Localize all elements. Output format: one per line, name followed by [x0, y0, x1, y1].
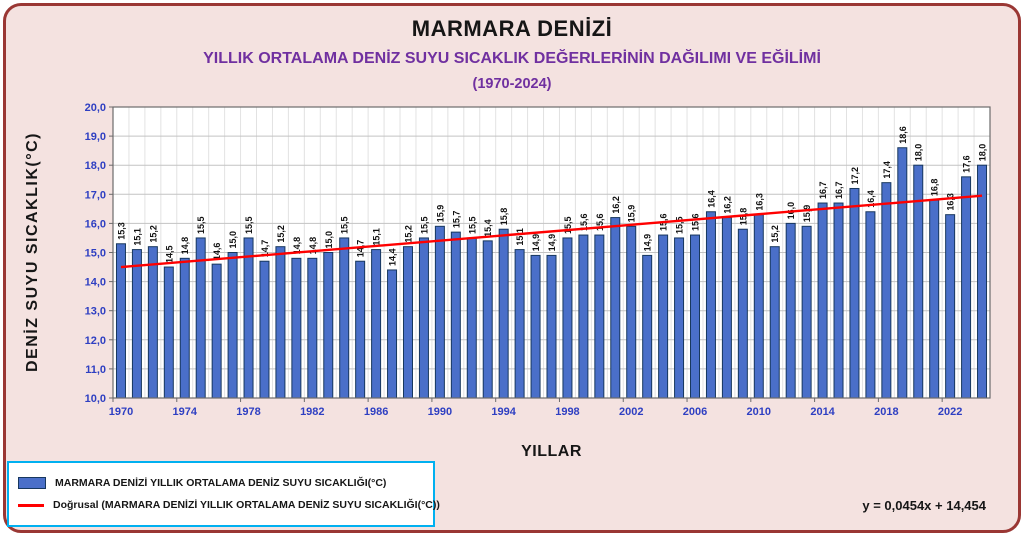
svg-text:13,0: 13,0 [85, 306, 106, 318]
svg-text:1990: 1990 [428, 406, 452, 418]
svg-text:15,3: 15,3 [116, 222, 126, 240]
svg-text:14,9: 14,9 [547, 234, 557, 252]
svg-text:14,8: 14,8 [292, 237, 302, 255]
legend: MARMARA DENİZİ YILLIK ORTALAMA DENİZ SUY… [7, 461, 440, 527]
svg-text:15,1: 15,1 [372, 228, 382, 246]
chart-title: MARMARA DENİZİ [411, 16, 613, 41]
svg-text:15,5: 15,5 [563, 216, 573, 234]
svg-text:15,9: 15,9 [627, 205, 637, 223]
series-swatch-icon [18, 476, 46, 489]
svg-text:15,0: 15,0 [85, 248, 106, 260]
svg-text:14,7: 14,7 [260, 240, 270, 258]
svg-text:15,2: 15,2 [276, 225, 286, 243]
svg-text:15,0: 15,0 [228, 231, 238, 249]
series-legend-label: MARMARA DENİZİ YILLIK ORTALAMA DENİZ SUY… [55, 476, 387, 489]
svg-text:17,6: 17,6 [962, 155, 972, 173]
svg-text:16,2: 16,2 [722, 196, 732, 214]
svg-text:18,0: 18,0 [978, 144, 988, 162]
svg-text:14,9: 14,9 [531, 234, 541, 252]
svg-text:16,3: 16,3 [946, 193, 956, 211]
svg-text:14,5: 14,5 [164, 246, 174, 264]
svg-text:11,0: 11,0 [85, 364, 106, 376]
svg-text:15,5: 15,5 [675, 216, 685, 234]
legend-trend-row: Doğrusal (MARMARA DENİZİ YILLIK ORTALAMA… [18, 499, 440, 511]
svg-text:16,2: 16,2 [611, 196, 621, 214]
svg-text:1994: 1994 [491, 406, 516, 418]
svg-text:14,0: 14,0 [85, 277, 106, 289]
chart-subtitle: YILLIK ORTALAMA DENİZ SUYU SICAKLIK DEĞE… [203, 50, 821, 67]
svg-text:16,8: 16,8 [930, 179, 940, 197]
svg-text:15,0: 15,0 [324, 231, 334, 249]
svg-text:14,4: 14,4 [388, 248, 398, 266]
svg-text:15,9: 15,9 [802, 205, 812, 223]
svg-text:12,0: 12,0 [85, 335, 106, 347]
svg-text:2010: 2010 [747, 406, 771, 418]
svg-text:1986: 1986 [364, 406, 388, 418]
svg-text:1970: 1970 [109, 406, 133, 418]
svg-text:15,2: 15,2 [770, 225, 780, 243]
svg-text:2022: 2022 [938, 406, 962, 418]
svg-text:15,2: 15,2 [148, 225, 158, 243]
svg-text:15,7: 15,7 [451, 211, 461, 229]
svg-text:2006: 2006 [683, 406, 707, 418]
svg-text:15,6: 15,6 [691, 214, 701, 232]
x-axis-title: YILLAR [521, 443, 582, 460]
trend-legend-label: Doğrusal (MARMARA DENİZİ YILLIK ORTALAMA… [53, 499, 440, 512]
svg-text:15,6: 15,6 [579, 214, 589, 232]
trend-equation: y = 0,0454x + 14,454 [862, 498, 986, 513]
svg-text:18,0: 18,0 [85, 160, 106, 172]
svg-text:16,0: 16,0 [85, 218, 106, 230]
legend-series-row: MARMARA DENİZİ YILLIK ORTALAMA DENİZ SUY… [18, 476, 424, 489]
svg-text:2018: 2018 [874, 406, 898, 418]
svg-text:15,5: 15,5 [340, 216, 350, 234]
svg-text:15,6: 15,6 [595, 214, 605, 232]
svg-text:2002: 2002 [619, 406, 643, 418]
svg-text:2014: 2014 [810, 406, 835, 418]
svg-text:16,3: 16,3 [754, 193, 764, 211]
svg-text:15,5: 15,5 [196, 216, 206, 234]
svg-text:16,7: 16,7 [818, 181, 828, 199]
svg-text:14,6: 14,6 [212, 243, 222, 261]
svg-text:14,9: 14,9 [643, 234, 653, 252]
svg-text:1974: 1974 [173, 406, 198, 418]
svg-text:16,4: 16,4 [706, 190, 716, 208]
svg-text:10,0: 10,0 [85, 393, 106, 405]
svg-text:14,8: 14,8 [180, 237, 190, 255]
svg-text:17,0: 17,0 [85, 189, 106, 201]
svg-text:1998: 1998 [555, 406, 579, 418]
svg-text:17,2: 17,2 [850, 167, 860, 185]
svg-text:15,5: 15,5 [244, 216, 254, 234]
svg-text:14,7: 14,7 [356, 240, 366, 258]
svg-text:18,0: 18,0 [914, 144, 924, 162]
svg-text:15,4: 15,4 [483, 219, 493, 237]
svg-text:19,0: 19,0 [85, 131, 106, 143]
svg-text:20,0: 20,0 [85, 102, 106, 114]
svg-text:17,4: 17,4 [882, 161, 892, 179]
svg-text:15,5: 15,5 [419, 216, 429, 234]
svg-text:16,4: 16,4 [866, 190, 876, 208]
y-axis-title: DENİZ SUYU SICAKLIK(°C) [24, 132, 41, 373]
svg-text:18,6: 18,6 [898, 126, 908, 144]
svg-text:14,8: 14,8 [308, 237, 318, 255]
svg-text:15,9: 15,9 [435, 205, 445, 223]
svg-text:15,1: 15,1 [515, 228, 525, 246]
svg-text:16,7: 16,7 [834, 181, 844, 199]
svg-text:1982: 1982 [300, 406, 324, 418]
svg-text:15,2: 15,2 [403, 225, 413, 243]
svg-text:15,8: 15,8 [499, 208, 509, 226]
svg-text:1978: 1978 [236, 406, 260, 418]
trend-line-swatch-icon [18, 503, 44, 507]
chart-period: (1970-2024) [472, 76, 552, 92]
svg-text:15,1: 15,1 [132, 228, 142, 246]
svg-text:15,5: 15,5 [467, 216, 477, 234]
